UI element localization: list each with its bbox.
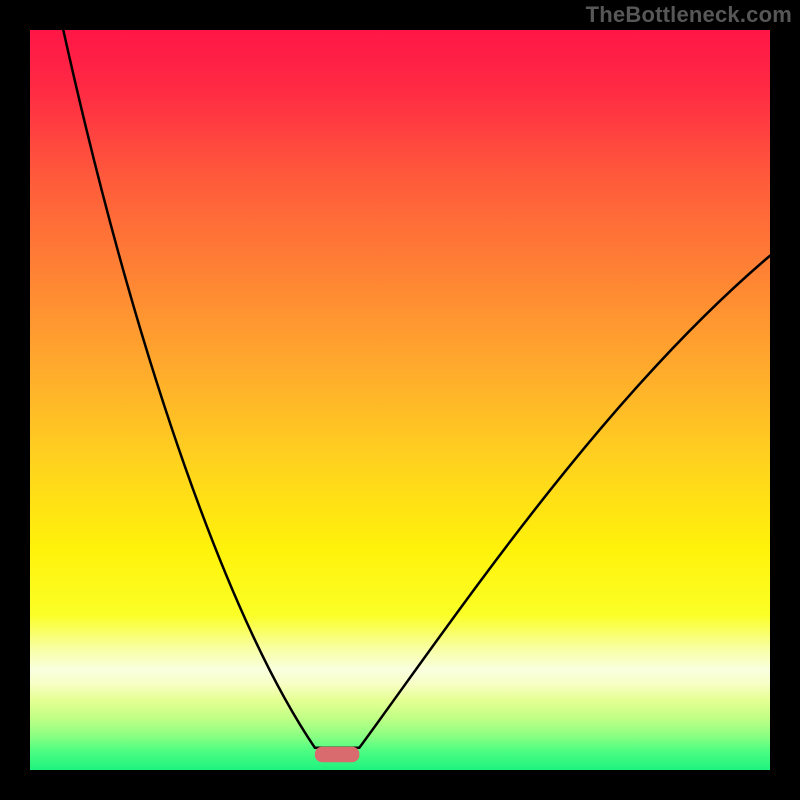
bottleneck-plot [30, 30, 770, 770]
chart-frame: TheBottleneck.com [0, 0, 800, 800]
minimum-marker [315, 747, 359, 763]
watermark-text: TheBottleneck.com [586, 2, 792, 28]
plot-background [30, 30, 770, 770]
